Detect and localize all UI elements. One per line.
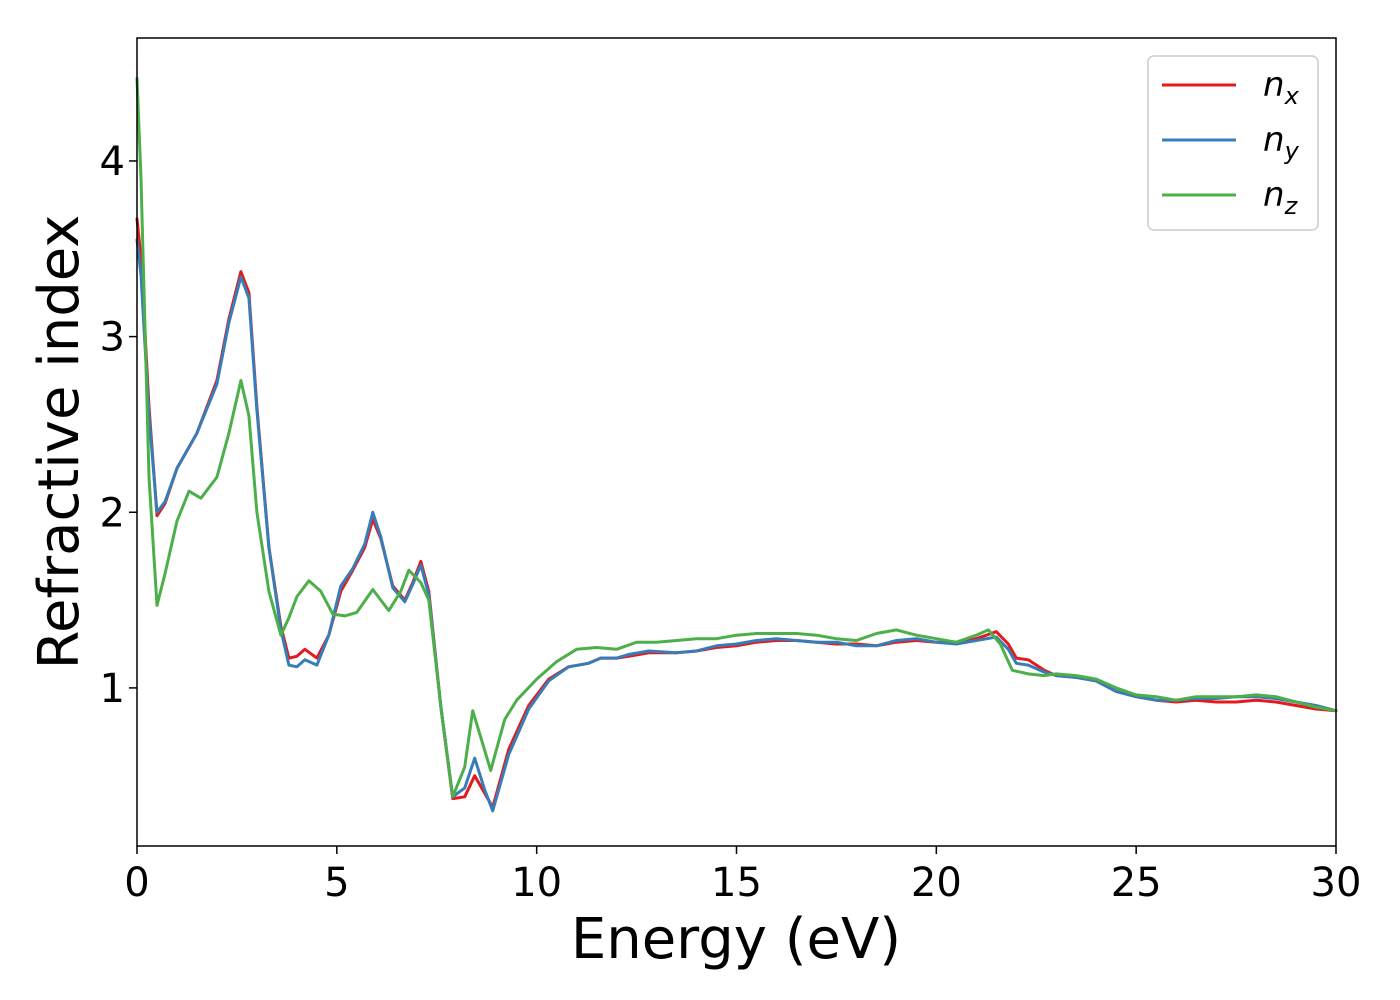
legend-box (1147, 55, 1319, 231)
legend-label-nz: nz (1263, 175, 1299, 220)
y-tick-label: 4 (100, 139, 125, 185)
x-tick-label: 5 (324, 860, 349, 906)
x-axis: 0 5 10 15 20 25 30 (124, 846, 1361, 906)
series-layer (135, 76, 1338, 813)
legend: nx ny nz (1147, 55, 1319, 231)
x-tick-label: 25 (1111, 860, 1162, 906)
legend-label-ny: ny (1263, 120, 1300, 165)
x-tick-label: 10 (511, 860, 562, 906)
x-tick-label: 0 (124, 860, 149, 906)
y-axis-label: Refractive index (27, 215, 92, 670)
y-axis: 1 2 3 4 (100, 139, 137, 712)
x-tick-label: 30 (1311, 860, 1362, 906)
series-line-nz (135, 76, 1338, 799)
y-tick-label: 1 (100, 666, 125, 712)
legend-label-nx: nx (1263, 65, 1300, 110)
x-axis-label: Energy (eV) (571, 907, 901, 972)
x-tick-label: 15 (711, 860, 762, 906)
y-tick-label: 3 (100, 315, 125, 361)
x-tick-label: 20 (911, 860, 962, 906)
y-tick-label: 2 (100, 490, 125, 536)
